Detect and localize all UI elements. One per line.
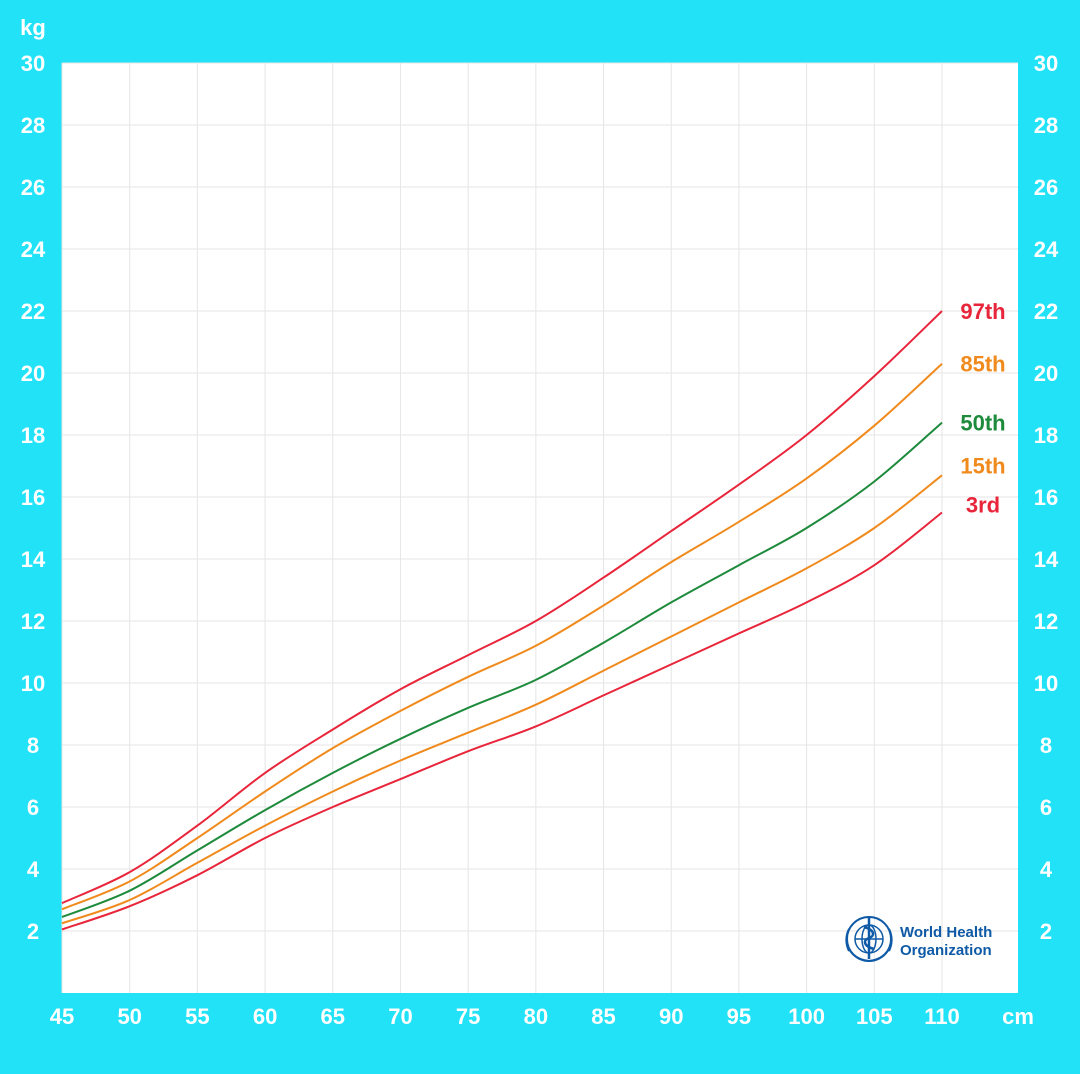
y-tick-label-right: 16	[1034, 485, 1058, 510]
logo-line-1: World Health	[900, 924, 992, 941]
x-tick-label: 60	[253, 1004, 277, 1029]
y-tick-label-left: 12	[21, 609, 45, 634]
y-tick-label-left: 4	[27, 857, 40, 882]
y-tick-label-right: 28	[1034, 113, 1058, 138]
x-tick-label: 85	[591, 1004, 615, 1029]
y-tick-label-left: 16	[21, 485, 45, 510]
y-tick-label-right: 26	[1034, 175, 1058, 200]
plot-area	[62, 63, 1018, 993]
x-tick-label: 105	[856, 1004, 893, 1029]
series-label-15th: 15th	[960, 453, 1005, 478]
y-tick-label-right: 20	[1034, 361, 1058, 386]
y-tick-label-right: 30	[1034, 51, 1058, 76]
y-tick-label-right: 14	[1034, 547, 1059, 572]
who-logo: World Health Organization	[845, 916, 992, 962]
y-tick-label-right: 4	[1040, 857, 1053, 882]
y-tick-label-right: 10	[1034, 671, 1058, 696]
y-tick-label-left: 24	[21, 237, 46, 262]
globe-emblem-icon	[845, 916, 893, 962]
logo-line-2: Organization	[900, 942, 992, 959]
y-tick-label-right: 24	[1034, 237, 1059, 262]
y-tick-label-right: 22	[1034, 299, 1058, 324]
y-tick-label-left: 28	[21, 113, 45, 138]
y-tick-label-left: 6	[27, 795, 39, 820]
series-lines	[61, 310, 943, 931]
series-label-3rd: 3rd	[966, 493, 1000, 518]
y-tick-label-left: 20	[21, 361, 45, 386]
series-label-97th: 97th	[960, 299, 1005, 324]
y-tick-label-left: 10	[21, 671, 45, 696]
x-tick-label: 95	[727, 1004, 751, 1029]
series-line-3rd	[61, 511, 943, 931]
series-labels: 97th 85th 50th 15th 3rd	[960, 299, 1005, 518]
x-tick-label: 75	[456, 1004, 480, 1029]
y-tick-label-left: 30	[21, 51, 45, 76]
series-line-97th	[61, 310, 943, 905]
y-tick-label-left: 22	[21, 299, 45, 324]
y-tick-label-left: 26	[21, 175, 45, 200]
series-line-50th	[61, 421, 943, 918]
y-tick-label-left: 8	[27, 733, 39, 758]
series-label-85th: 85th	[960, 352, 1005, 377]
series-line-85th	[61, 362, 943, 911]
y-tick-label-left: 18	[21, 423, 45, 448]
x-tick-label: 50	[117, 1004, 141, 1029]
x-tick-label: 65	[321, 1004, 345, 1029]
series-line-15th	[61, 474, 943, 925]
x-tick-label: 100	[788, 1004, 825, 1029]
y-tick-label-right: 2	[1040, 919, 1052, 944]
grid	[61, 62, 1018, 993]
series-label-50th: 50th	[960, 411, 1005, 436]
y-tick-label-left: 14	[21, 547, 46, 572]
x-tick-label: 55	[185, 1004, 209, 1029]
x-axis: 45 50 55 60 65 70 75 80 85 90 95 100 105 110	[50, 1004, 960, 1029]
y-tick-label-right: 6	[1040, 795, 1052, 820]
x-tick-label: 45	[50, 1004, 74, 1029]
x-tick-label: 110	[924, 1004, 960, 1029]
x-tick-label: 80	[524, 1004, 548, 1029]
x-tick-label: 90	[659, 1004, 683, 1029]
y-tick-label-right: 12	[1034, 609, 1058, 634]
y-tick-label-right: 18	[1034, 423, 1058, 448]
x-unit-label: cm	[1002, 1004, 1034, 1029]
y-tick-label-left: 2	[27, 919, 39, 944]
x-tick-label: 70	[388, 1004, 412, 1029]
y-tick-label-right: 8	[1040, 733, 1052, 758]
y-unit-label: kg	[20, 15, 46, 40]
